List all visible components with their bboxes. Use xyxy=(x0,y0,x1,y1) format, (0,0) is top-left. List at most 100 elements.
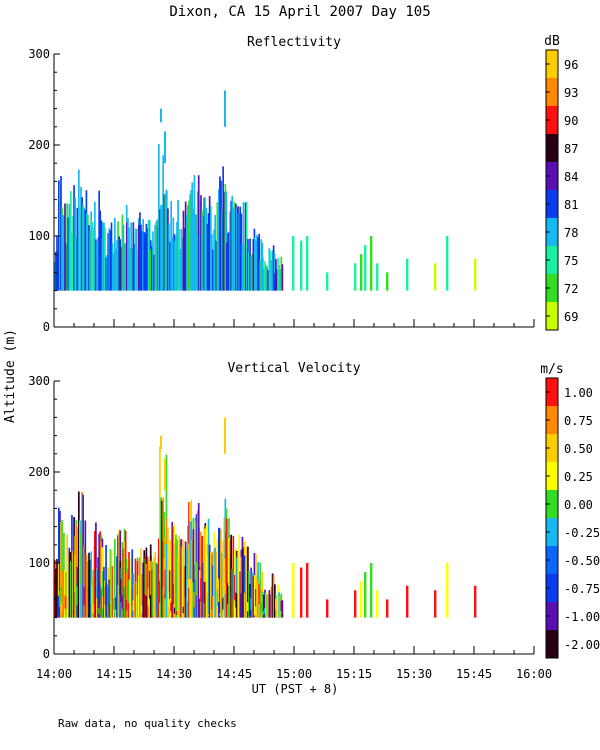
data-column xyxy=(207,213,210,291)
data-column xyxy=(226,518,228,618)
data-column xyxy=(200,195,202,291)
data-column xyxy=(118,236,120,291)
data-column xyxy=(167,208,169,291)
data-column xyxy=(251,572,254,618)
data-column xyxy=(139,212,141,291)
data-column xyxy=(256,234,258,291)
data-column xyxy=(194,521,197,580)
data-column xyxy=(278,265,280,291)
data-column xyxy=(360,581,363,618)
data-column xyxy=(121,214,124,291)
colorbar-swatch xyxy=(546,218,558,246)
data-column xyxy=(55,251,57,291)
data-column xyxy=(300,240,303,291)
data-column xyxy=(98,190,100,291)
x-tick-label: 14:15 xyxy=(96,667,132,681)
data-column xyxy=(168,223,170,291)
data-column xyxy=(280,256,283,291)
data-column xyxy=(243,245,246,291)
data-column xyxy=(183,565,186,618)
data-column xyxy=(266,602,268,612)
data-column xyxy=(162,155,164,291)
data-column xyxy=(75,237,78,291)
data-column xyxy=(208,196,211,291)
y-tick-label: 200 xyxy=(28,138,50,152)
data-column xyxy=(241,243,244,291)
data-column xyxy=(156,219,159,291)
data-column xyxy=(278,592,280,618)
data-column xyxy=(83,207,86,291)
data-column xyxy=(192,529,195,583)
data-column xyxy=(102,596,104,609)
data-column xyxy=(234,209,236,291)
data-column xyxy=(271,573,274,618)
data-column xyxy=(231,568,234,618)
data-column xyxy=(474,258,477,291)
data-column xyxy=(240,557,243,594)
data-column xyxy=(60,521,62,618)
data-column xyxy=(212,565,214,597)
colorbar-units: m/s xyxy=(540,362,563,377)
data-column xyxy=(109,230,112,291)
panel-title: Reflectivity xyxy=(247,35,341,50)
data-column xyxy=(163,194,166,291)
data-column xyxy=(54,559,56,618)
data-column xyxy=(211,234,213,291)
data-column xyxy=(100,220,103,291)
data-column xyxy=(112,253,115,291)
data-column xyxy=(210,205,212,291)
data-column xyxy=(151,612,153,616)
colorbar-swatch xyxy=(546,246,558,274)
data-column xyxy=(228,231,230,291)
data-column xyxy=(226,243,228,291)
colorbar-label: 1.00 xyxy=(564,386,593,400)
data-column xyxy=(229,540,231,618)
data-column xyxy=(238,534,240,618)
data-column xyxy=(257,584,259,605)
data-column xyxy=(184,566,187,598)
data-column xyxy=(95,522,97,618)
data-column xyxy=(182,540,185,618)
data-column xyxy=(66,534,68,618)
data-column xyxy=(107,585,110,605)
data-column xyxy=(219,176,221,291)
data-column xyxy=(386,272,389,291)
data-column xyxy=(271,250,274,291)
data-column xyxy=(151,569,153,618)
data-column xyxy=(197,175,200,291)
data-column xyxy=(237,551,239,618)
data-column xyxy=(129,247,131,291)
data-column xyxy=(474,585,477,618)
data-column xyxy=(114,217,116,291)
data-column xyxy=(277,257,279,291)
data-column xyxy=(91,221,94,291)
data-column xyxy=(260,588,263,618)
data-column xyxy=(208,544,211,618)
data-column xyxy=(229,211,231,291)
data-column xyxy=(144,233,147,291)
colorbar-label: 87 xyxy=(564,142,578,156)
colorbar-label: 72 xyxy=(564,282,578,296)
data-column xyxy=(131,588,134,607)
data-column xyxy=(71,232,73,291)
colorbar-label: -0.25 xyxy=(564,526,600,540)
data-column xyxy=(178,535,180,618)
colorbar-label: 84 xyxy=(564,170,578,184)
data-column xyxy=(222,540,224,618)
data-column xyxy=(406,258,409,291)
data-column xyxy=(160,205,162,291)
data-column xyxy=(65,572,67,618)
data-column xyxy=(103,566,105,618)
data-column xyxy=(96,241,98,291)
data-column xyxy=(230,200,232,291)
data-spike xyxy=(224,417,226,454)
data-column xyxy=(187,525,189,618)
data-column xyxy=(58,562,60,596)
data-column xyxy=(269,594,272,618)
data-column xyxy=(206,554,209,593)
data-column xyxy=(110,222,113,291)
colorbar-label: -0.50 xyxy=(564,554,600,568)
data-column xyxy=(54,606,56,614)
data-column xyxy=(54,261,56,291)
data-column xyxy=(239,571,242,618)
